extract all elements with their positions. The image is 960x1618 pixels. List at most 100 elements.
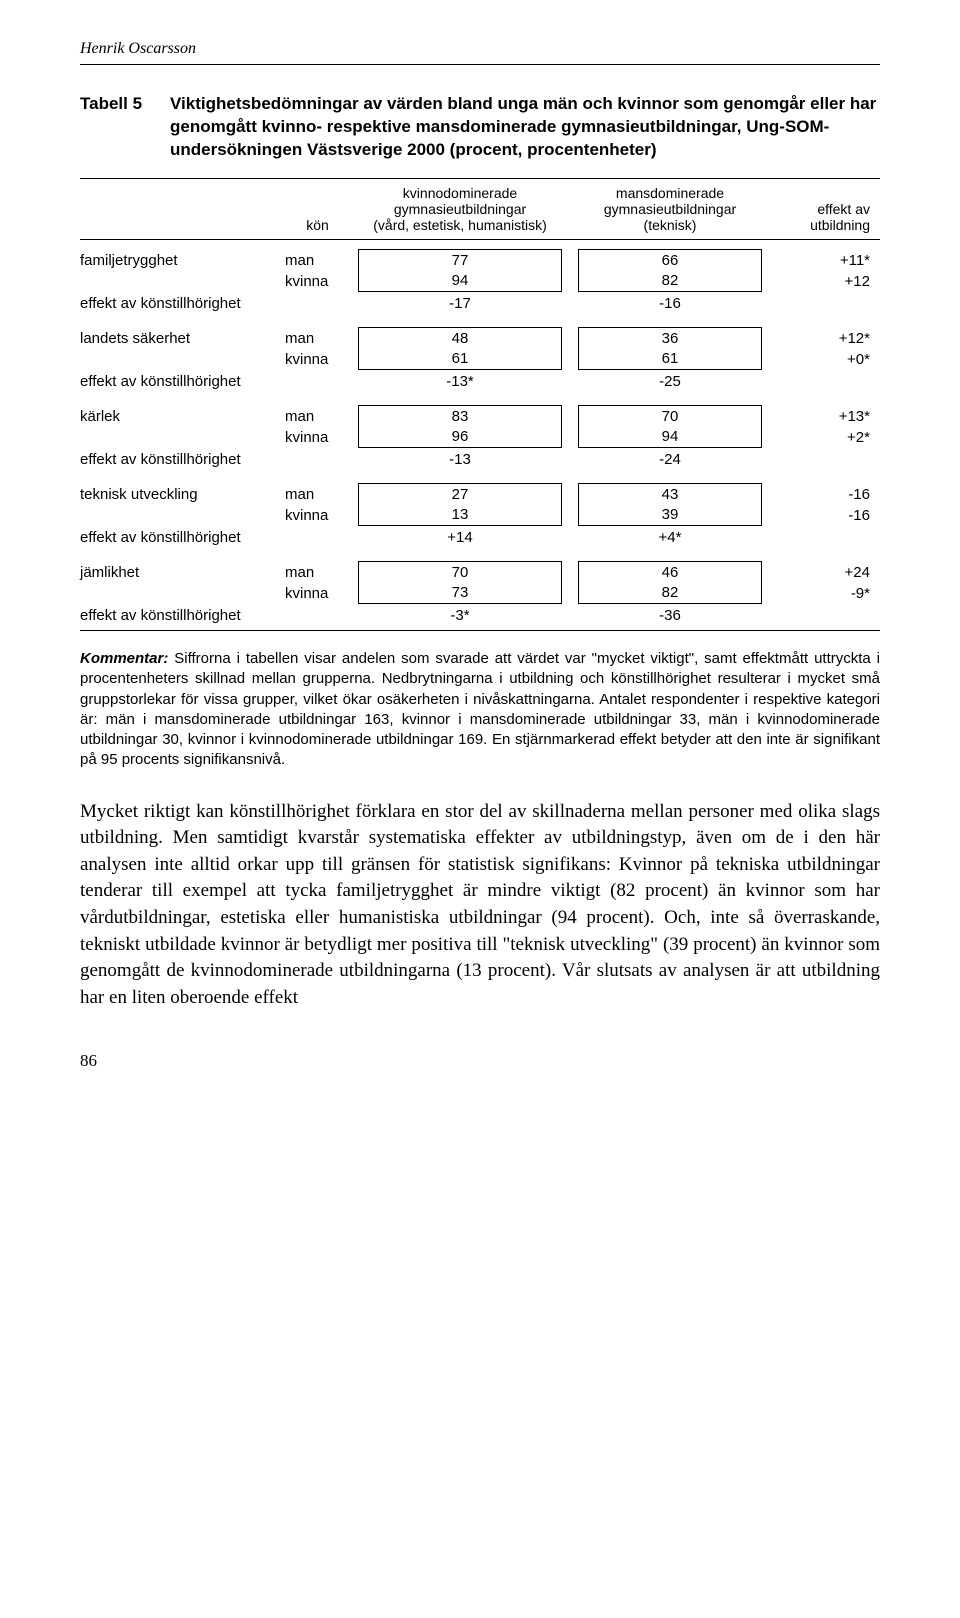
cell-value: -24: [570, 448, 770, 470]
cell-value: 94: [570, 427, 770, 448]
cell-value: 46: [570, 562, 770, 583]
table-row: familjetrygghetman7766+11*: [80, 250, 880, 271]
table-section: jämlikhetman7046+24kvinna7382-9*effekt a…: [80, 552, 880, 630]
page: Henrik Oscarsson Tabell 5 Viktighetsbedö…: [0, 0, 960, 1111]
cell-value: +14: [350, 526, 570, 548]
cell-effect: +24: [770, 564, 870, 581]
table-body: familjetrygghetman7766+11*kvinna9482+12e…: [80, 240, 880, 630]
gender-label: man: [285, 486, 350, 503]
cell-effect: +12: [770, 273, 870, 290]
table-number: Tabell 5: [80, 93, 170, 162]
table-row: landets säkerhetman4836+12*: [80, 328, 880, 349]
variable-name: jämlikhet: [80, 564, 285, 581]
table-section: teknisk utvecklingman2743-16kvinna1339-1…: [80, 474, 880, 552]
cell-value: 27: [350, 484, 570, 505]
cell-value: -13: [350, 448, 570, 470]
running-header: Henrik Oscarsson: [80, 40, 880, 65]
table-row: kvinna9482+12: [80, 271, 880, 292]
cell-effect: +2*: [770, 429, 870, 446]
cell-value: -36: [570, 604, 770, 626]
table-header: kön kvinnodominerade gymnasieutbildninga…: [80, 179, 880, 240]
cell-value: +4*: [570, 526, 770, 548]
table-row: kärlekman8370+13*: [80, 406, 880, 427]
cell-value: 66: [570, 250, 770, 271]
table-section: familjetrygghetman7766+11*kvinna9482+12e…: [80, 240, 880, 318]
table-row: kvinna9694+2*: [80, 427, 880, 448]
cell-value: 70: [350, 562, 570, 583]
table-row: teknisk utvecklingman2743-16: [80, 484, 880, 505]
table-row: effekt av könstillhörighet-3*-36: [80, 604, 880, 626]
cell-effect: +13*: [770, 408, 870, 425]
cell-value: 94: [350, 271, 570, 292]
gender-label: kvinna: [285, 429, 350, 446]
cell-value: -25: [570, 370, 770, 392]
gender-label: kvinna: [285, 507, 350, 524]
cell-value: 82: [570, 271, 770, 292]
header-eff-l2: utbildning: [770, 217, 870, 233]
header-col1: kvinnodominerade gymnasieutbildningar (v…: [350, 185, 570, 233]
table-row: effekt av könstillhörighet -13*-25: [80, 370, 880, 392]
header-col2-l1: mansdominerade: [570, 185, 770, 201]
variable-name: landets säkerhet: [80, 330, 285, 347]
cell-value: 43: [570, 484, 770, 505]
gender-label: man: [285, 408, 350, 425]
cell-effect: +0*: [770, 351, 870, 368]
effect-label: effekt av könstillhörighet: [80, 295, 285, 312]
variable-name: teknisk utveckling: [80, 486, 285, 503]
header-effect: effekt av utbildning: [770, 201, 870, 233]
header-col1-l1: kvinnodominerade: [350, 185, 570, 201]
cell-value: 83: [350, 406, 570, 427]
variable-name: familjetrygghet: [80, 252, 285, 269]
cell-value: 48: [350, 328, 570, 349]
data-table: kön kvinnodominerade gymnasieutbildninga…: [80, 178, 880, 631]
gender-label: man: [285, 252, 350, 269]
header-col2: mansdominerade gymnasieutbildningar (tek…: [570, 185, 770, 233]
header-col1-l3: (vård, estetisk, humanistisk): [350, 217, 570, 233]
table-row: kvinna7382-9*: [80, 583, 880, 604]
gender-label: kvinna: [285, 585, 350, 602]
cell-value: 70: [570, 406, 770, 427]
table-row: kvinna6161+0*: [80, 349, 880, 370]
page-number: 86: [80, 1051, 880, 1071]
gender-label: kvinna: [285, 273, 350, 290]
cell-value: 61: [350, 349, 570, 370]
effect-label: effekt av könstillhörighet: [80, 451, 285, 468]
table-row: jämlikhetman7046+24: [80, 562, 880, 583]
cell-value: 73: [350, 583, 570, 604]
cell-value: 96: [350, 427, 570, 448]
table-row: effekt av könstillhörighet -17-16: [80, 292, 880, 314]
commentary: Kommentar: Siffrorna i tabellen visar an…: [80, 649, 880, 771]
header-col2-l3: (teknisk): [570, 217, 770, 233]
header-col1-l2: gymnasieutbildningar: [350, 201, 570, 217]
cell-value: -16: [570, 292, 770, 314]
cell-effect: -16: [770, 507, 870, 524]
cell-value: 77: [350, 250, 570, 271]
header-col2-l2: gymnasieutbildningar: [570, 201, 770, 217]
cell-value: -17: [350, 292, 570, 314]
table-row: kvinna1339-16: [80, 505, 880, 526]
cell-effect: +11*: [770, 252, 870, 269]
table-row: effekt av könstillhörighet -13-24: [80, 448, 880, 470]
cell-effect: +12*: [770, 330, 870, 347]
variable-name: kärlek: [80, 408, 285, 425]
cell-value: 39: [570, 505, 770, 526]
commentary-label: Kommentar:: [80, 650, 168, 667]
effect-label: effekt av könstillhörighet: [80, 607, 285, 624]
body-paragraph: Mycket riktigt kan könstillhörighet förk…: [80, 799, 880, 1012]
commentary-text: Siffrorna i tabellen visar andelen som s…: [80, 650, 880, 768]
gender-label: kvinna: [285, 351, 350, 368]
table-caption: Viktighetsbedömningar av värden bland un…: [170, 93, 880, 162]
cell-value: 61: [570, 349, 770, 370]
effect-label: effekt av könstillhörighet: [80, 373, 285, 390]
gender-label: man: [285, 330, 350, 347]
table-section: landets säkerhetman4836+12*kvinna6161+0*…: [80, 318, 880, 396]
cell-value: 82: [570, 583, 770, 604]
header-gender: kön: [285, 217, 350, 233]
cell-value: -13*: [350, 370, 570, 392]
cell-value: 36: [570, 328, 770, 349]
cell-value: 13: [350, 505, 570, 526]
table-section: kärlekman8370+13*kvinna9694+2*effekt av …: [80, 396, 880, 474]
cell-effect: -9*: [770, 585, 870, 602]
effect-label: effekt av könstillhörighet: [80, 529, 285, 546]
table-row: effekt av könstillhörighet +14+4*: [80, 526, 880, 548]
